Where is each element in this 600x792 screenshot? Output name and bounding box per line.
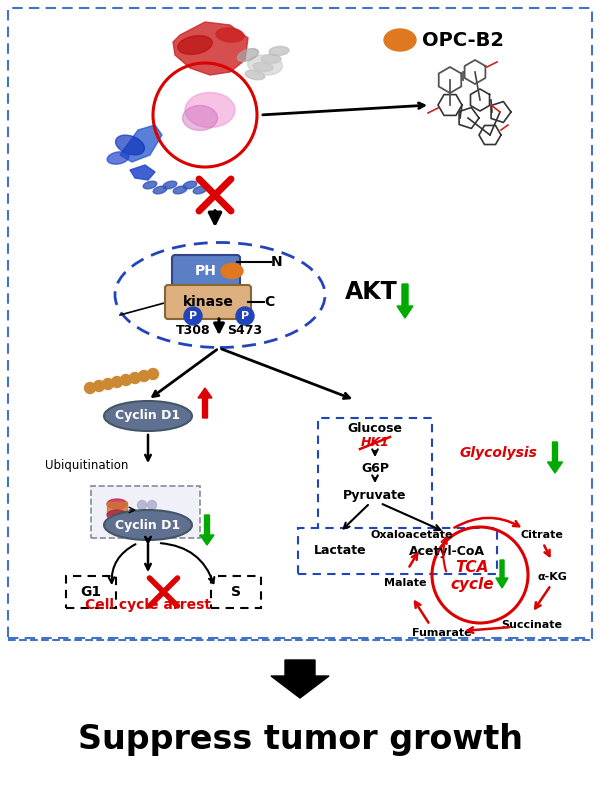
Circle shape bbox=[103, 379, 113, 390]
Circle shape bbox=[137, 501, 146, 509]
Text: S: S bbox=[231, 585, 241, 599]
Ellipse shape bbox=[104, 510, 192, 540]
Circle shape bbox=[148, 511, 157, 520]
FancyBboxPatch shape bbox=[165, 285, 251, 319]
Polygon shape bbox=[120, 125, 162, 162]
Polygon shape bbox=[173, 22, 248, 75]
Ellipse shape bbox=[253, 63, 273, 71]
Text: Oxaloacetate: Oxaloacetate bbox=[371, 530, 453, 540]
Text: Citrate: Citrate bbox=[521, 530, 563, 540]
Ellipse shape bbox=[163, 181, 177, 188]
Text: Malate: Malate bbox=[384, 578, 426, 588]
FancyBboxPatch shape bbox=[91, 486, 200, 538]
Ellipse shape bbox=[107, 499, 127, 509]
FancyBboxPatch shape bbox=[298, 528, 497, 574]
FancyArrow shape bbox=[548, 442, 563, 473]
Text: Fumarate: Fumarate bbox=[412, 628, 472, 638]
Ellipse shape bbox=[221, 264, 243, 279]
Text: T308: T308 bbox=[176, 325, 211, 337]
Ellipse shape bbox=[116, 135, 145, 155]
Text: Acetyl-CoA: Acetyl-CoA bbox=[409, 545, 485, 558]
Ellipse shape bbox=[238, 48, 259, 62]
Ellipse shape bbox=[245, 70, 265, 80]
Text: Succinate: Succinate bbox=[502, 620, 563, 630]
Circle shape bbox=[94, 380, 104, 391]
Text: Cyclin D1: Cyclin D1 bbox=[115, 519, 181, 531]
Circle shape bbox=[184, 307, 202, 325]
FancyBboxPatch shape bbox=[172, 255, 240, 287]
Ellipse shape bbox=[173, 186, 187, 194]
Text: G1: G1 bbox=[80, 585, 101, 599]
Ellipse shape bbox=[107, 152, 129, 164]
FancyArrow shape bbox=[198, 388, 212, 418]
Circle shape bbox=[148, 501, 157, 509]
Text: Glucose: Glucose bbox=[347, 421, 403, 435]
Ellipse shape bbox=[143, 181, 157, 188]
Text: Suppress tumor growth: Suppress tumor growth bbox=[77, 724, 523, 756]
FancyArrow shape bbox=[271, 660, 329, 698]
Text: Lactate: Lactate bbox=[314, 545, 367, 558]
Text: Pyruvate: Pyruvate bbox=[343, 489, 407, 501]
Text: N: N bbox=[271, 255, 283, 269]
Text: TCA: TCA bbox=[455, 559, 488, 574]
Ellipse shape bbox=[185, 93, 235, 128]
Text: Cyclin D1: Cyclin D1 bbox=[115, 409, 181, 422]
FancyArrow shape bbox=[200, 515, 214, 545]
Ellipse shape bbox=[178, 36, 212, 55]
Text: S473: S473 bbox=[227, 325, 263, 337]
Circle shape bbox=[121, 375, 131, 386]
FancyBboxPatch shape bbox=[211, 576, 261, 608]
Ellipse shape bbox=[216, 28, 244, 42]
Circle shape bbox=[157, 511, 167, 520]
Circle shape bbox=[139, 371, 149, 382]
Text: P: P bbox=[241, 311, 249, 321]
Text: C: C bbox=[264, 295, 274, 309]
Text: PH: PH bbox=[195, 264, 217, 278]
Ellipse shape bbox=[248, 55, 283, 75]
Ellipse shape bbox=[104, 401, 192, 431]
Ellipse shape bbox=[153, 186, 167, 194]
FancyBboxPatch shape bbox=[318, 418, 432, 537]
Circle shape bbox=[130, 372, 140, 383]
Text: cycle: cycle bbox=[450, 577, 494, 592]
Circle shape bbox=[148, 368, 158, 379]
Text: Ubiquitination: Ubiquitination bbox=[45, 459, 128, 471]
Ellipse shape bbox=[261, 55, 281, 63]
Ellipse shape bbox=[183, 181, 197, 188]
FancyArrow shape bbox=[397, 284, 413, 318]
Ellipse shape bbox=[182, 105, 218, 131]
FancyArrow shape bbox=[496, 560, 508, 588]
Text: kinase: kinase bbox=[182, 295, 233, 309]
Circle shape bbox=[137, 511, 146, 520]
Circle shape bbox=[85, 383, 95, 394]
Ellipse shape bbox=[269, 47, 289, 55]
Text: G6P: G6P bbox=[361, 462, 389, 474]
Text: OPC-B2: OPC-B2 bbox=[422, 31, 504, 49]
Text: Glycolysis: Glycolysis bbox=[460, 446, 538, 460]
Circle shape bbox=[112, 376, 122, 387]
Text: AKT: AKT bbox=[345, 280, 398, 304]
Text: HK1: HK1 bbox=[361, 436, 389, 450]
Polygon shape bbox=[130, 165, 155, 180]
Ellipse shape bbox=[384, 29, 416, 51]
Text: α-KG: α-KG bbox=[537, 572, 567, 582]
Text: Cell cycle arrest: Cell cycle arrest bbox=[85, 598, 211, 612]
FancyBboxPatch shape bbox=[66, 576, 116, 608]
Circle shape bbox=[236, 307, 254, 325]
Ellipse shape bbox=[107, 510, 127, 520]
Ellipse shape bbox=[193, 186, 207, 194]
Text: P: P bbox=[189, 311, 197, 321]
Bar bbox=[107, 502, 127, 514]
